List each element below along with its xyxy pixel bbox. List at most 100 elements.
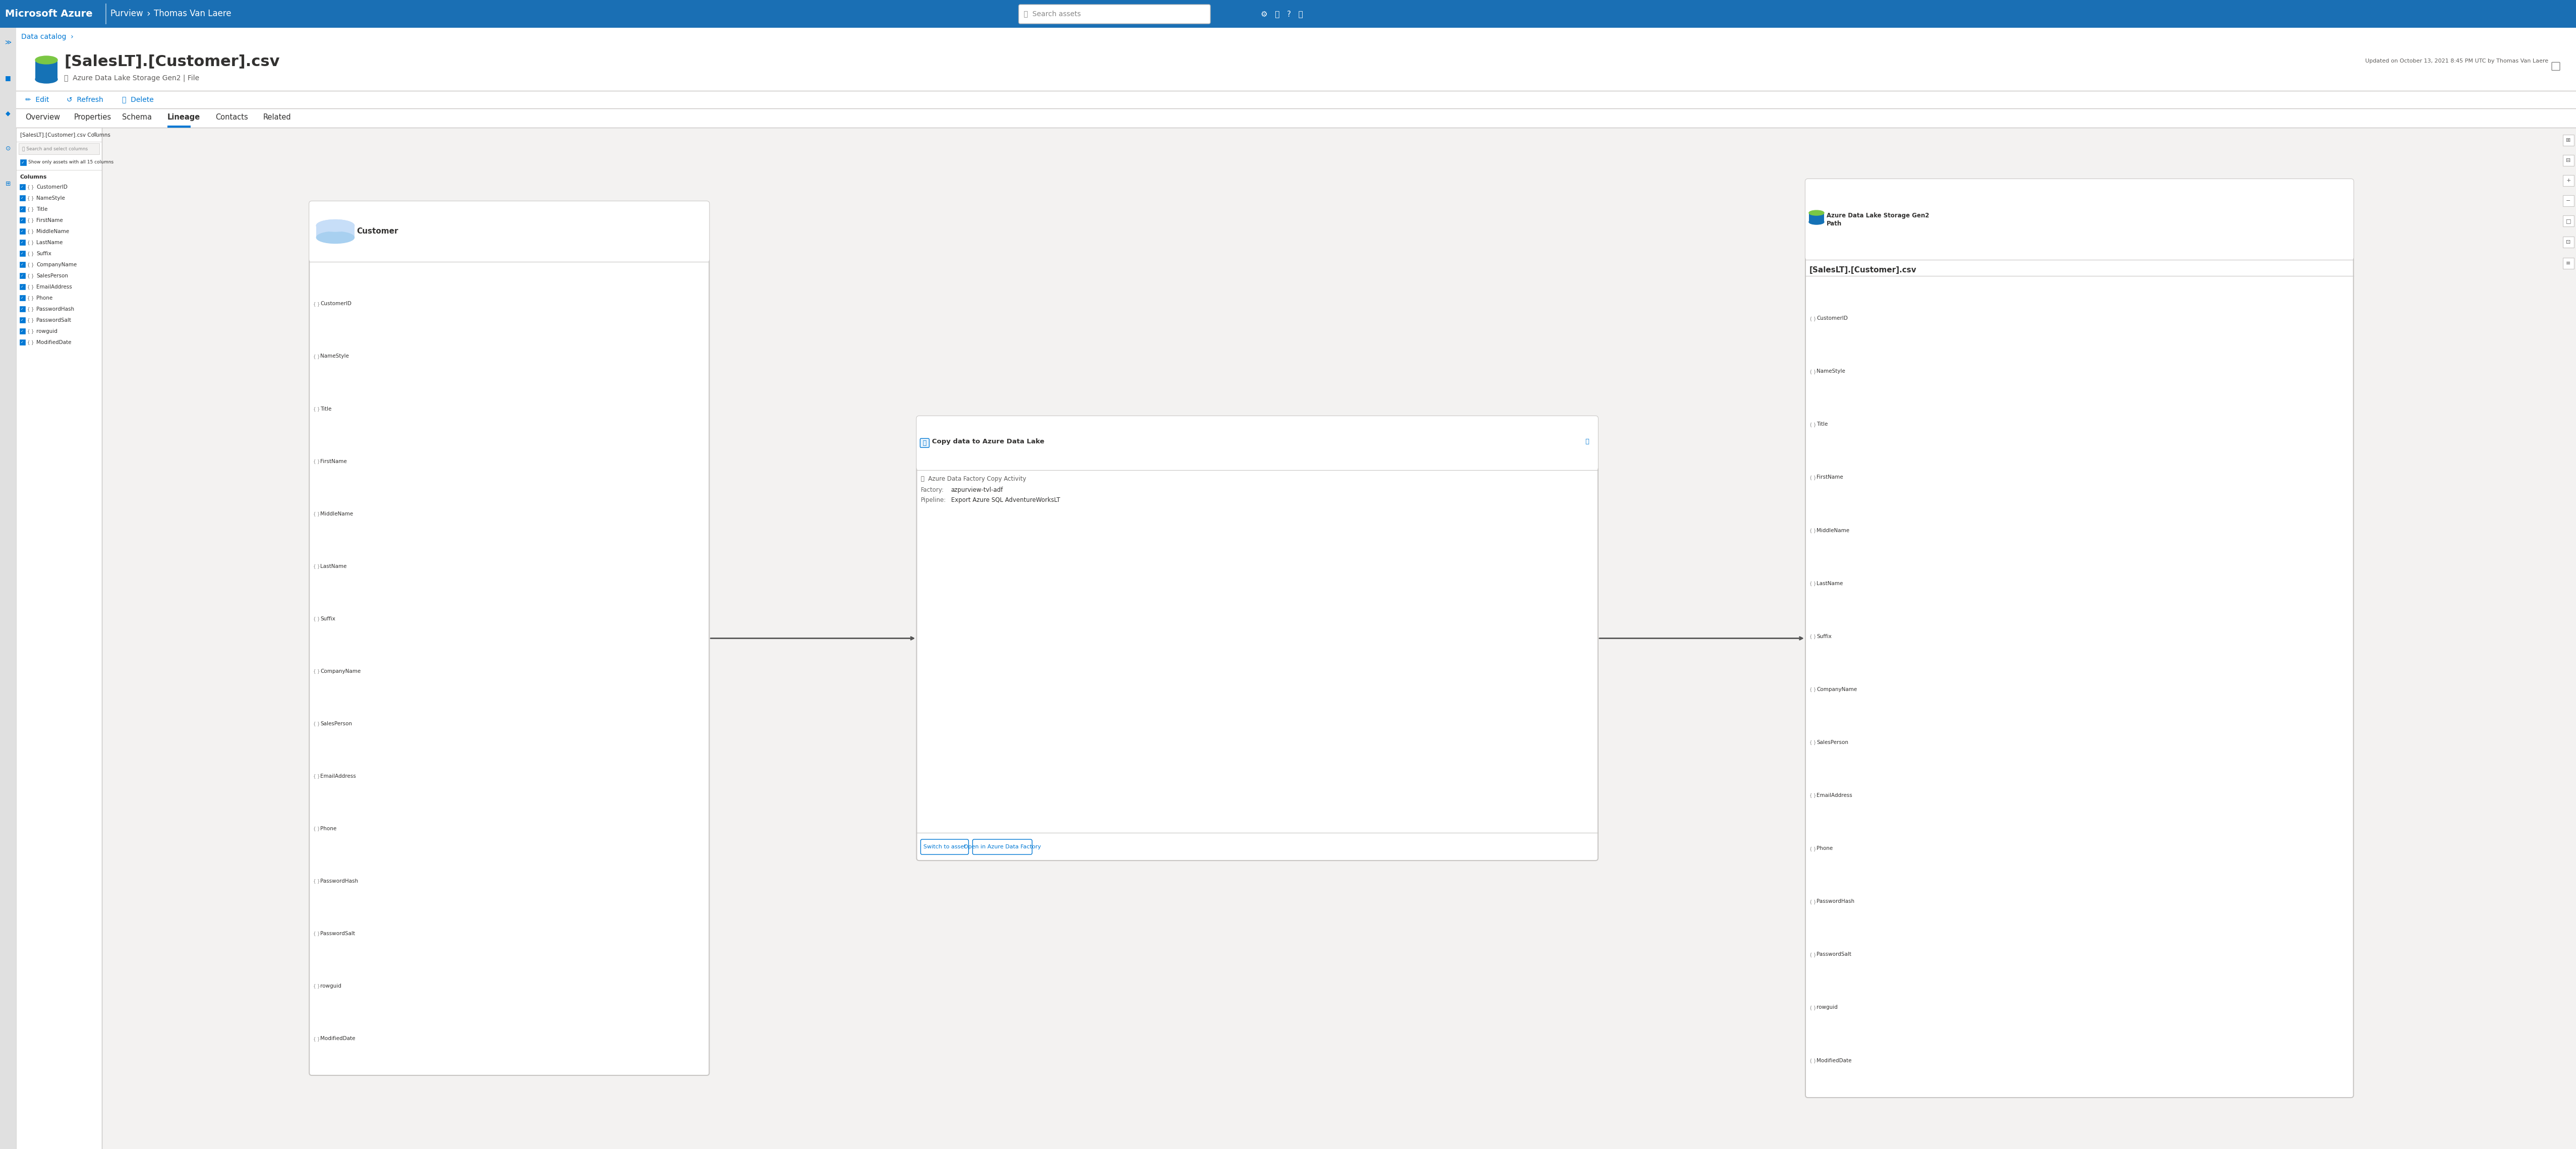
Text: ✓: ✓ [21, 341, 23, 344]
Text: LastName: LastName [1816, 581, 1842, 586]
Text: 🔍  Search assets: 🔍 Search assets [1023, 10, 1082, 17]
Text: NameStyle: NameStyle [319, 354, 348, 358]
Text: { }: { } [1808, 369, 1816, 373]
Text: FirstName: FirstName [319, 458, 348, 464]
FancyBboxPatch shape [21, 250, 26, 256]
Text: CustomerID: CustomerID [36, 185, 67, 190]
FancyBboxPatch shape [15, 91, 2576, 108]
FancyBboxPatch shape [15, 46, 2576, 91]
Text: Title: Title [36, 207, 46, 211]
Ellipse shape [1808, 210, 1824, 215]
Ellipse shape [36, 75, 57, 83]
FancyBboxPatch shape [309, 201, 708, 262]
FancyBboxPatch shape [36, 60, 57, 79]
Text: Show only assets with all 15 columns: Show only assets with all 15 columns [28, 160, 113, 164]
Text: { }: { } [1808, 793, 1816, 797]
Text: rowguid: rowguid [1816, 1005, 1837, 1010]
Text: { }: { } [314, 354, 319, 358]
Text: rowguid: rowguid [319, 984, 343, 988]
Text: Title: Title [1816, 422, 1829, 427]
Text: { }: { } [1808, 581, 1816, 586]
FancyBboxPatch shape [15, 108, 2576, 128]
Ellipse shape [317, 232, 355, 244]
Text: 🔍 Search and select columns: 🔍 Search and select columns [23, 147, 88, 151]
Text: PasswordHash: PasswordHash [319, 879, 358, 884]
FancyBboxPatch shape [21, 184, 26, 190]
Text: Updated on October 13, 2021 8:45 PM UTC by Thomas Van Laere: Updated on October 13, 2021 8:45 PM UTC … [2365, 59, 2548, 64]
Text: 🗑  Delete: 🗑 Delete [121, 97, 155, 103]
FancyBboxPatch shape [2553, 62, 2561, 70]
Text: { }: { } [1808, 316, 1816, 321]
Ellipse shape [317, 219, 355, 232]
Text: [SalesLT].[Customer].csv: [SalesLT].[Customer].csv [1808, 267, 1917, 273]
Text: Suffix: Suffix [319, 616, 335, 622]
Text: MiddleName: MiddleName [319, 511, 353, 516]
Text: { }: { } [28, 230, 33, 233]
Text: Phone: Phone [319, 826, 337, 831]
Text: { }: { } [28, 196, 33, 200]
Text: Lineage: Lineage [167, 114, 201, 121]
Text: LastName: LastName [319, 564, 348, 569]
Text: Phone: Phone [36, 295, 52, 301]
FancyBboxPatch shape [2563, 175, 2573, 186]
FancyBboxPatch shape [2563, 237, 2573, 248]
Text: Path: Path [1826, 221, 1842, 226]
FancyBboxPatch shape [21, 240, 26, 245]
Text: ModifiedDate: ModifiedDate [319, 1036, 355, 1041]
FancyBboxPatch shape [974, 840, 1033, 855]
Text: ✓: ✓ [21, 318, 23, 322]
Text: { }: { } [314, 826, 319, 831]
Text: Columns: Columns [21, 175, 46, 179]
Text: Properties: Properties [75, 114, 111, 121]
Text: ⊡: ⊡ [2566, 240, 2571, 245]
Text: { }: { } [28, 185, 33, 190]
Text: { }: { } [1808, 687, 1816, 692]
Text: MiddleName: MiddleName [1816, 527, 1850, 533]
FancyBboxPatch shape [920, 439, 930, 448]
Text: Microsoft Azure: Microsoft Azure [5, 9, 93, 18]
FancyBboxPatch shape [0, 0, 2576, 28]
FancyBboxPatch shape [0, 28, 15, 1149]
Text: [SalesLT].[Customer].csv Columns: [SalesLT].[Customer].csv Columns [21, 132, 111, 137]
Text: { }: { } [28, 307, 33, 311]
Text: LastName: LastName [36, 240, 62, 245]
FancyBboxPatch shape [15, 28, 2576, 46]
Text: { }: { } [28, 285, 33, 290]
Text: { }: { } [1808, 953, 1816, 957]
Text: ✓: ✓ [21, 275, 23, 277]
FancyBboxPatch shape [18, 144, 100, 154]
Text: PasswordSalt: PasswordSalt [319, 931, 355, 936]
Text: { }: { } [28, 329, 33, 333]
Text: azpurview-tvl-adf: azpurview-tvl-adf [951, 487, 1002, 493]
Text: { }: { } [314, 407, 319, 411]
FancyBboxPatch shape [917, 416, 1597, 470]
Text: CompanyName: CompanyName [319, 669, 361, 673]
Text: ⚙   🔔   ?   🧑: ⚙ 🔔 ? 🧑 [1260, 10, 1303, 17]
FancyBboxPatch shape [21, 295, 26, 301]
FancyBboxPatch shape [15, 128, 103, 1149]
FancyBboxPatch shape [2563, 257, 2573, 269]
FancyBboxPatch shape [2563, 134, 2573, 146]
Text: Suffix: Suffix [36, 252, 52, 256]
Text: { }: { } [314, 617, 319, 620]
Text: ›: › [147, 8, 149, 18]
Text: Open in Azure Data Factory: Open in Azure Data Factory [963, 845, 1041, 849]
Text: { }: { } [314, 458, 319, 463]
Text: { }: { } [1808, 634, 1816, 639]
Text: { }: { } [314, 932, 319, 936]
Text: Export Azure SQL AdventureWorksLT: Export Azure SQL AdventureWorksLT [951, 496, 1059, 503]
Text: { }: { } [28, 207, 33, 211]
Text: ✓: ✓ [21, 285, 23, 288]
Text: { }: { } [314, 984, 319, 988]
Text: ⧉: ⧉ [1584, 438, 1589, 445]
Text: Overview: Overview [26, 114, 59, 121]
Text: { }: { } [28, 252, 33, 256]
Text: SalesPerson: SalesPerson [36, 273, 67, 278]
Text: ⊞: ⊞ [5, 180, 10, 187]
Text: Copy data to Azure Data Lake: Copy data to Azure Data Lake [933, 438, 1043, 445]
Text: { }: { } [28, 240, 33, 245]
FancyBboxPatch shape [103, 128, 2576, 1149]
Text: ModifiedDate: ModifiedDate [1816, 1058, 1852, 1063]
Text: PasswordSalt: PasswordSalt [1816, 953, 1852, 957]
Ellipse shape [317, 219, 355, 232]
